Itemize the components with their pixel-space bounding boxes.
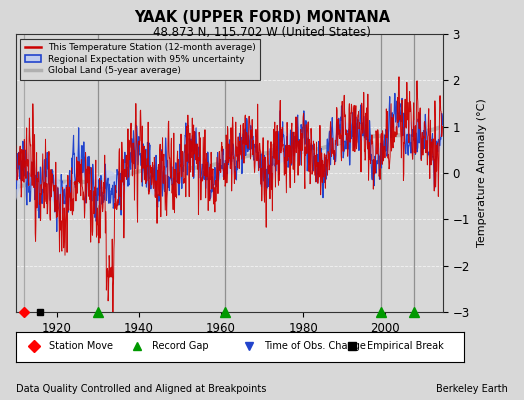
Text: Time of Obs. Change: Time of Obs. Change [265, 341, 366, 351]
Y-axis label: Temperature Anomaly (°C): Temperature Anomaly (°C) [477, 99, 487, 247]
Text: Data Quality Controlled and Aligned at Breakpoints: Data Quality Controlled and Aligned at B… [16, 384, 266, 394]
Text: Berkeley Earth: Berkeley Earth [436, 384, 508, 394]
Text: Record Gap: Record Gap [152, 341, 209, 351]
Text: Empirical Break: Empirical Break [367, 341, 444, 351]
Text: 48.873 N, 115.702 W (United States): 48.873 N, 115.702 W (United States) [153, 26, 371, 39]
Text: YAAK (UPPER FORD) MONTANA: YAAK (UPPER FORD) MONTANA [134, 10, 390, 25]
Text: Station Move: Station Move [49, 341, 113, 351]
Legend: This Temperature Station (12-month average), Regional Expectation with 95% uncer: This Temperature Station (12-month avera… [20, 38, 260, 80]
